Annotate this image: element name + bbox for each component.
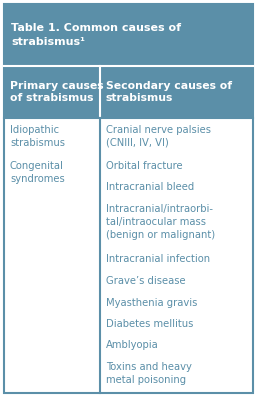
Text: Intracranial bleed: Intracranial bleed bbox=[106, 183, 194, 193]
Text: Idiopathic
strabismus: Idiopathic strabismus bbox=[10, 125, 65, 148]
Text: Orbital fracture: Orbital fracture bbox=[106, 161, 182, 171]
Text: Grave’s disease: Grave’s disease bbox=[106, 276, 186, 286]
Bar bbox=[4, 4, 253, 66]
Text: Diabetes mellitus: Diabetes mellitus bbox=[106, 319, 193, 329]
Text: Intracranial/intraorbi-
tal/intraocular mass
(benign or malignant): Intracranial/intraorbi- tal/intraocular … bbox=[106, 204, 215, 240]
Text: Intracranial infection: Intracranial infection bbox=[106, 254, 210, 264]
Text: Secondary causes of
strabismus: Secondary causes of strabismus bbox=[106, 81, 232, 103]
Text: Toxins and heavy
metal poisoning: Toxins and heavy metal poisoning bbox=[106, 362, 192, 385]
Text: Table 1. Common causes of
strabismus¹: Table 1. Common causes of strabismus¹ bbox=[11, 23, 181, 46]
Text: Cranial nerve palsies
(CNIII, IV, VI): Cranial nerve palsies (CNIII, IV, VI) bbox=[106, 125, 211, 148]
Text: Congenital
syndromes: Congenital syndromes bbox=[10, 161, 65, 184]
Text: Primary causes
of strabismus: Primary causes of strabismus bbox=[10, 81, 104, 103]
Text: Amblyopia: Amblyopia bbox=[106, 341, 159, 351]
Text: Myasthenia gravis: Myasthenia gravis bbox=[106, 297, 197, 308]
Bar bbox=[4, 66, 253, 118]
